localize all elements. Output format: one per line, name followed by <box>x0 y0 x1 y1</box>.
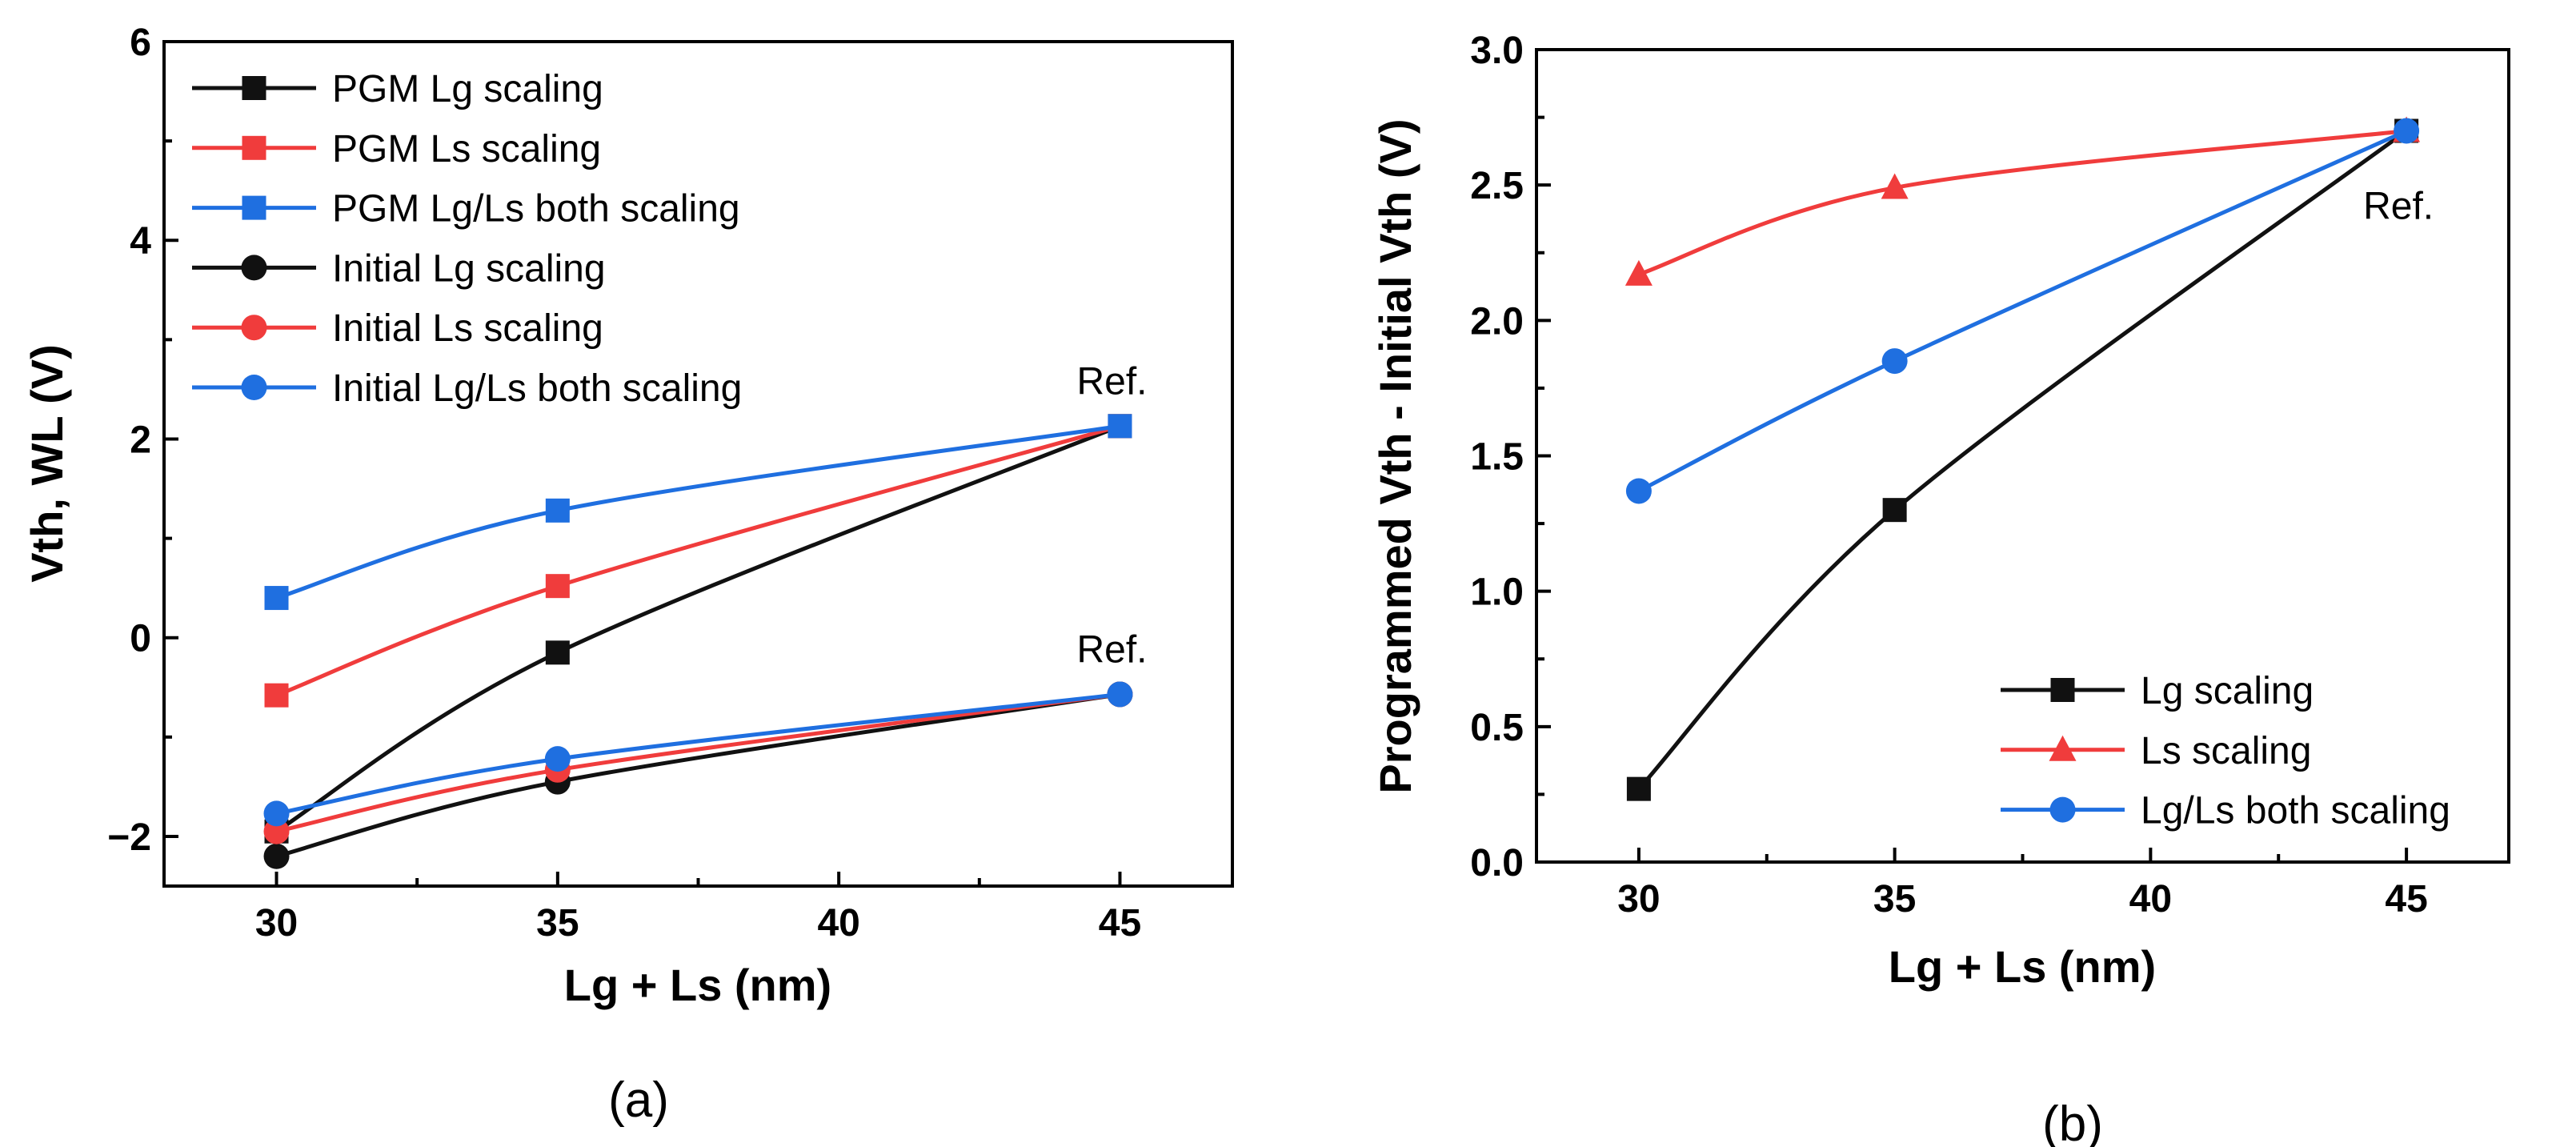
annotation-ref: Ref. <box>1076 360 1147 403</box>
legend-item-pgm-lg-ls-both-scaling: PGM Lg/Ls both scaling <box>192 188 740 231</box>
y-tick-label-3: 1.5 <box>1470 436 1524 479</box>
x-tick-label-40: 40 <box>817 902 859 944</box>
legend-label: PGM Lg/Ls both scaling <box>332 188 740 231</box>
legend-item-initial-ls-scaling: Initial Ls scaling <box>192 307 603 350</box>
data-point-pgm-ls-scaling-30 <box>264 683 289 708</box>
legend-item-initial-lg-scaling: Initial Lg scaling <box>192 247 606 290</box>
x-tick-label-35: 35 <box>1873 878 1916 920</box>
legend-marker <box>2049 735 2077 761</box>
legend-item-pgm-ls-scaling: PGM Ls scaling <box>192 128 601 170</box>
series-initial-lg-ls-both-scaling <box>263 681 1133 827</box>
y-axis-label-b: Programmed Vth - Initial Vth (V) <box>1370 118 1420 793</box>
legend-item-lg-ls-both-scaling: Lg/Ls both scaling <box>2001 790 2450 832</box>
data-point-lg-ls-both-scaling-35 <box>1881 348 1908 375</box>
x-tick-label-45: 45 <box>1099 902 1141 944</box>
legend-label: Ls scaling <box>2141 730 2311 772</box>
x-tick-label-35: 35 <box>536 902 579 944</box>
legend-label: Initial Lg scaling <box>332 247 606 290</box>
data-point-pgm-lg-scaling-35 <box>545 640 570 665</box>
series-line-initial-ls-scaling <box>275 692 1120 834</box>
series-ls-scaling <box>1625 116 2421 286</box>
panel-b-chart: 30 35 40 45 0.0 0.5 1.0 1.5 2.0 2.5 3.0 Lg + Ls (nm… <box>1370 30 2510 992</box>
x-tick-label-30: 30 <box>1617 878 1660 920</box>
series-line-pgm-lg-scaling <box>275 424 1121 833</box>
legend-b: Lg scaling Ls scaling Lg/Ls both scaling <box>2001 670 2450 832</box>
data-point-pgm-lg-ls-both-scaling-30 <box>264 586 289 611</box>
data-point-initial-ls-scaling-30 <box>263 818 290 844</box>
panel-a-chart: 30 35 40 45 −2 0 2 4 6 Lg + Ls (nm) Vth, WL (V) PGM… <box>22 22 1234 1010</box>
series-line-ls-scaling <box>1638 129 2407 277</box>
y-tick-label-1: 0 <box>130 618 151 660</box>
legend-marker <box>241 375 267 400</box>
legend-marker <box>241 315 267 341</box>
y-tick-label-3: 4 <box>130 220 151 263</box>
legend-label: PGM Ls scaling <box>332 128 601 170</box>
legend-item-lg-scaling: Lg scaling <box>2001 670 2314 712</box>
data-point-ls-scaling-30 <box>1625 259 1653 286</box>
data-point-initial-lg-ls-both-scaling-30 <box>263 800 290 827</box>
legend-label: Lg scaling <box>2141 670 2314 712</box>
legend-marker <box>241 255 267 281</box>
series-line-initial-lg-scaling <box>275 692 1120 859</box>
y-tick-label-5: 2.5 <box>1470 165 1524 207</box>
legend-label: Initial Ls scaling <box>332 307 603 350</box>
x-tick-label-30: 30 <box>255 902 298 944</box>
legend-label: Initial Lg/Ls both scaling <box>332 367 742 410</box>
data-point-pgm-lg-ls-both-scaling-45 <box>1108 414 1132 439</box>
y-tick-label-2: 2 <box>130 419 151 461</box>
data-point-lg-ls-both-scaling-30 <box>1625 478 1652 504</box>
series-line-lg-ls-both-scaling <box>1637 129 2408 493</box>
x-axis-label-b: Lg + Ls (nm) <box>1889 941 2156 992</box>
y-tick-label-4: 2.0 <box>1470 300 1524 343</box>
data-point-lg-scaling-30 <box>1626 776 1651 801</box>
data-point-pgm-ls-scaling-35 <box>545 574 570 599</box>
data-point-lg-ls-both-scaling-45 <box>2394 118 2420 144</box>
y-tick-label-0: −2 <box>107 816 151 859</box>
legend-item-pgm-lg-scaling: PGM Lg scaling <box>192 68 603 110</box>
x-tick-label-45: 45 <box>2385 878 2427 920</box>
legend-label: Lg/Ls both scaling <box>2141 790 2450 832</box>
data-point-ls-scaling-35 <box>1881 173 1909 199</box>
legend-a: PGM Lg scaling PGM Ls scaling PGM Lg/Ls bo… <box>192 68 742 410</box>
annotation-ref: Ref. <box>1076 628 1147 671</box>
y-axis-label-a: Vth, WL (V) <box>22 344 72 583</box>
series-line-pgm-ls-scaling <box>275 423 1121 698</box>
series-line-pgm-lg-ls-both-scaling <box>275 423 1120 600</box>
series-line-initial-lg-ls-both-scaling <box>276 692 1120 816</box>
x-tick-label-40: 40 <box>2129 878 2172 920</box>
panel-a-label: (a) <box>608 1073 669 1128</box>
panel-b-label: (b) <box>2042 1097 2103 1147</box>
legend-item-initial-lg-ls-both-scaling: Initial Lg/Ls both scaling <box>192 367 742 410</box>
series-pgm-ls-scaling <box>264 414 1132 708</box>
legend-label: PGM Lg scaling <box>332 68 603 110</box>
data-point-initial-lg-ls-both-scaling-45 <box>1107 681 1133 708</box>
legend-marker <box>242 76 266 100</box>
legend-marker <box>2049 796 2076 823</box>
series-pgm-lg-ls-both-scaling <box>264 414 1132 611</box>
y-tick-label-1: 0.5 <box>1470 707 1524 749</box>
annotation-ref: Ref. <box>2363 186 2434 228</box>
y-tick-label-6: 3.0 <box>1470 30 1524 72</box>
plot-frame-b <box>1535 48 2510 864</box>
legend-marker <box>242 135 266 160</box>
series-lg-ls-both-scaling <box>1625 118 2420 504</box>
legend-item-ls-scaling: Ls scaling <box>2001 730 2311 772</box>
y-tick-label-0: 0.0 <box>1470 842 1524 884</box>
y-tick-label-4: 6 <box>130 22 151 64</box>
data-point-initial-lg-scaling-30 <box>263 843 290 869</box>
y-tick-label-2: 1.0 <box>1470 571 1524 614</box>
legend-marker <box>242 195 266 220</box>
legend-marker <box>2050 678 2075 702</box>
series-line-lg-scaling <box>1637 129 2408 791</box>
series-pgm-lg-scaling <box>264 414 1132 844</box>
data-point-lg-scaling-35 <box>1882 498 1907 523</box>
data-point-pgm-lg-ls-both-scaling-35 <box>545 498 570 523</box>
data-point-initial-lg-ls-both-scaling-35 <box>544 746 571 772</box>
x-axis-label-a: Lg + Ls (nm) <box>564 960 831 1010</box>
